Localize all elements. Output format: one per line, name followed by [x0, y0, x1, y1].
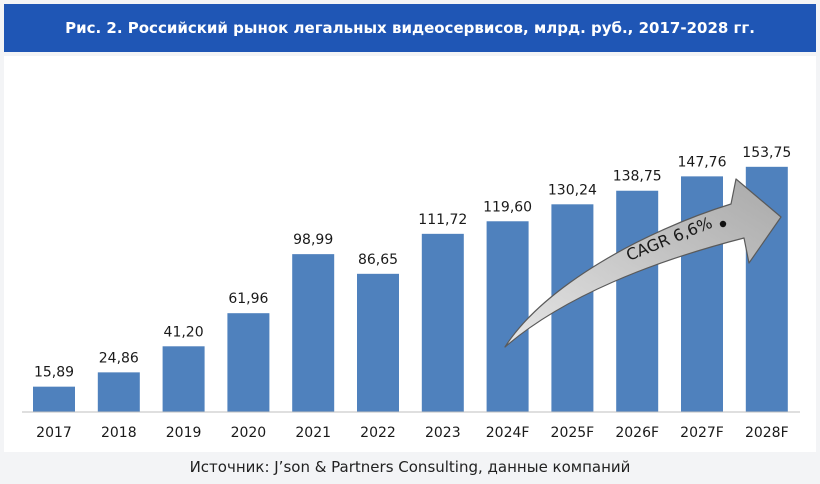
x-tick-label: 2018: [101, 425, 137, 441]
value-label: 147,76: [678, 154, 727, 170]
value-label: 138,75: [613, 169, 662, 185]
bar-2024f: [486, 221, 529, 412]
bar-2022: [357, 273, 399, 412]
x-tick-label: 2022: [360, 425, 396, 441]
value-label: 130,24: [548, 182, 597, 198]
x-tick-label: 2017: [36, 425, 72, 441]
value-label: 15,89: [34, 365, 74, 381]
chart-title: Рис. 2. Российский рынок легальных видео…: [65, 19, 755, 37]
value-label: 111,72: [418, 212, 467, 228]
bar-2023: [421, 233, 464, 412]
value-label: 86,65: [358, 252, 398, 268]
x-tick-label: 2020: [231, 425, 267, 441]
x-tick-label: 2025F: [551, 425, 595, 441]
value-label: 24,86: [99, 350, 139, 366]
x-tick-label: 2027F: [680, 425, 724, 441]
cagr-dot: [719, 220, 727, 228]
value-label: 41,20: [164, 324, 204, 340]
x-tick-label: 2021: [295, 425, 331, 441]
x-tick-label: 2024F: [486, 425, 530, 441]
chart-panel: 15,89 24,86 41,20 61,96 98,99 86,65 111,72 119,…: [4, 56, 816, 452]
chart-title-bar: Рис. 2. Российский рынок легальных видео…: [4, 4, 816, 52]
bar-2019: [162, 346, 205, 412]
value-label: 119,60: [483, 199, 532, 215]
bar-2017: [33, 386, 75, 412]
source-caption: Источник: J’son & Partners Consulting, д…: [189, 458, 631, 476]
bar-2021: [292, 254, 335, 412]
cagr-arrow-shape: [504, 178, 782, 348]
value-label: 98,99: [293, 232, 333, 248]
value-label: 61,96: [228, 291, 268, 307]
bar-chart: 15,89 24,86 41,20 61,96 98,99 86,65 111,72 119,…: [22, 145, 800, 441]
value-label: 153,75: [742, 145, 791, 161]
bar-2026f: [616, 190, 659, 412]
x-tick-label: 2023: [425, 425, 461, 441]
x-tick-label: 2019: [166, 425, 202, 441]
bar-2018: [97, 372, 140, 412]
bar-2020: [227, 313, 270, 412]
x-tick-label: 2028F: [745, 425, 789, 441]
x-tick-label: 2026F: [615, 425, 659, 441]
